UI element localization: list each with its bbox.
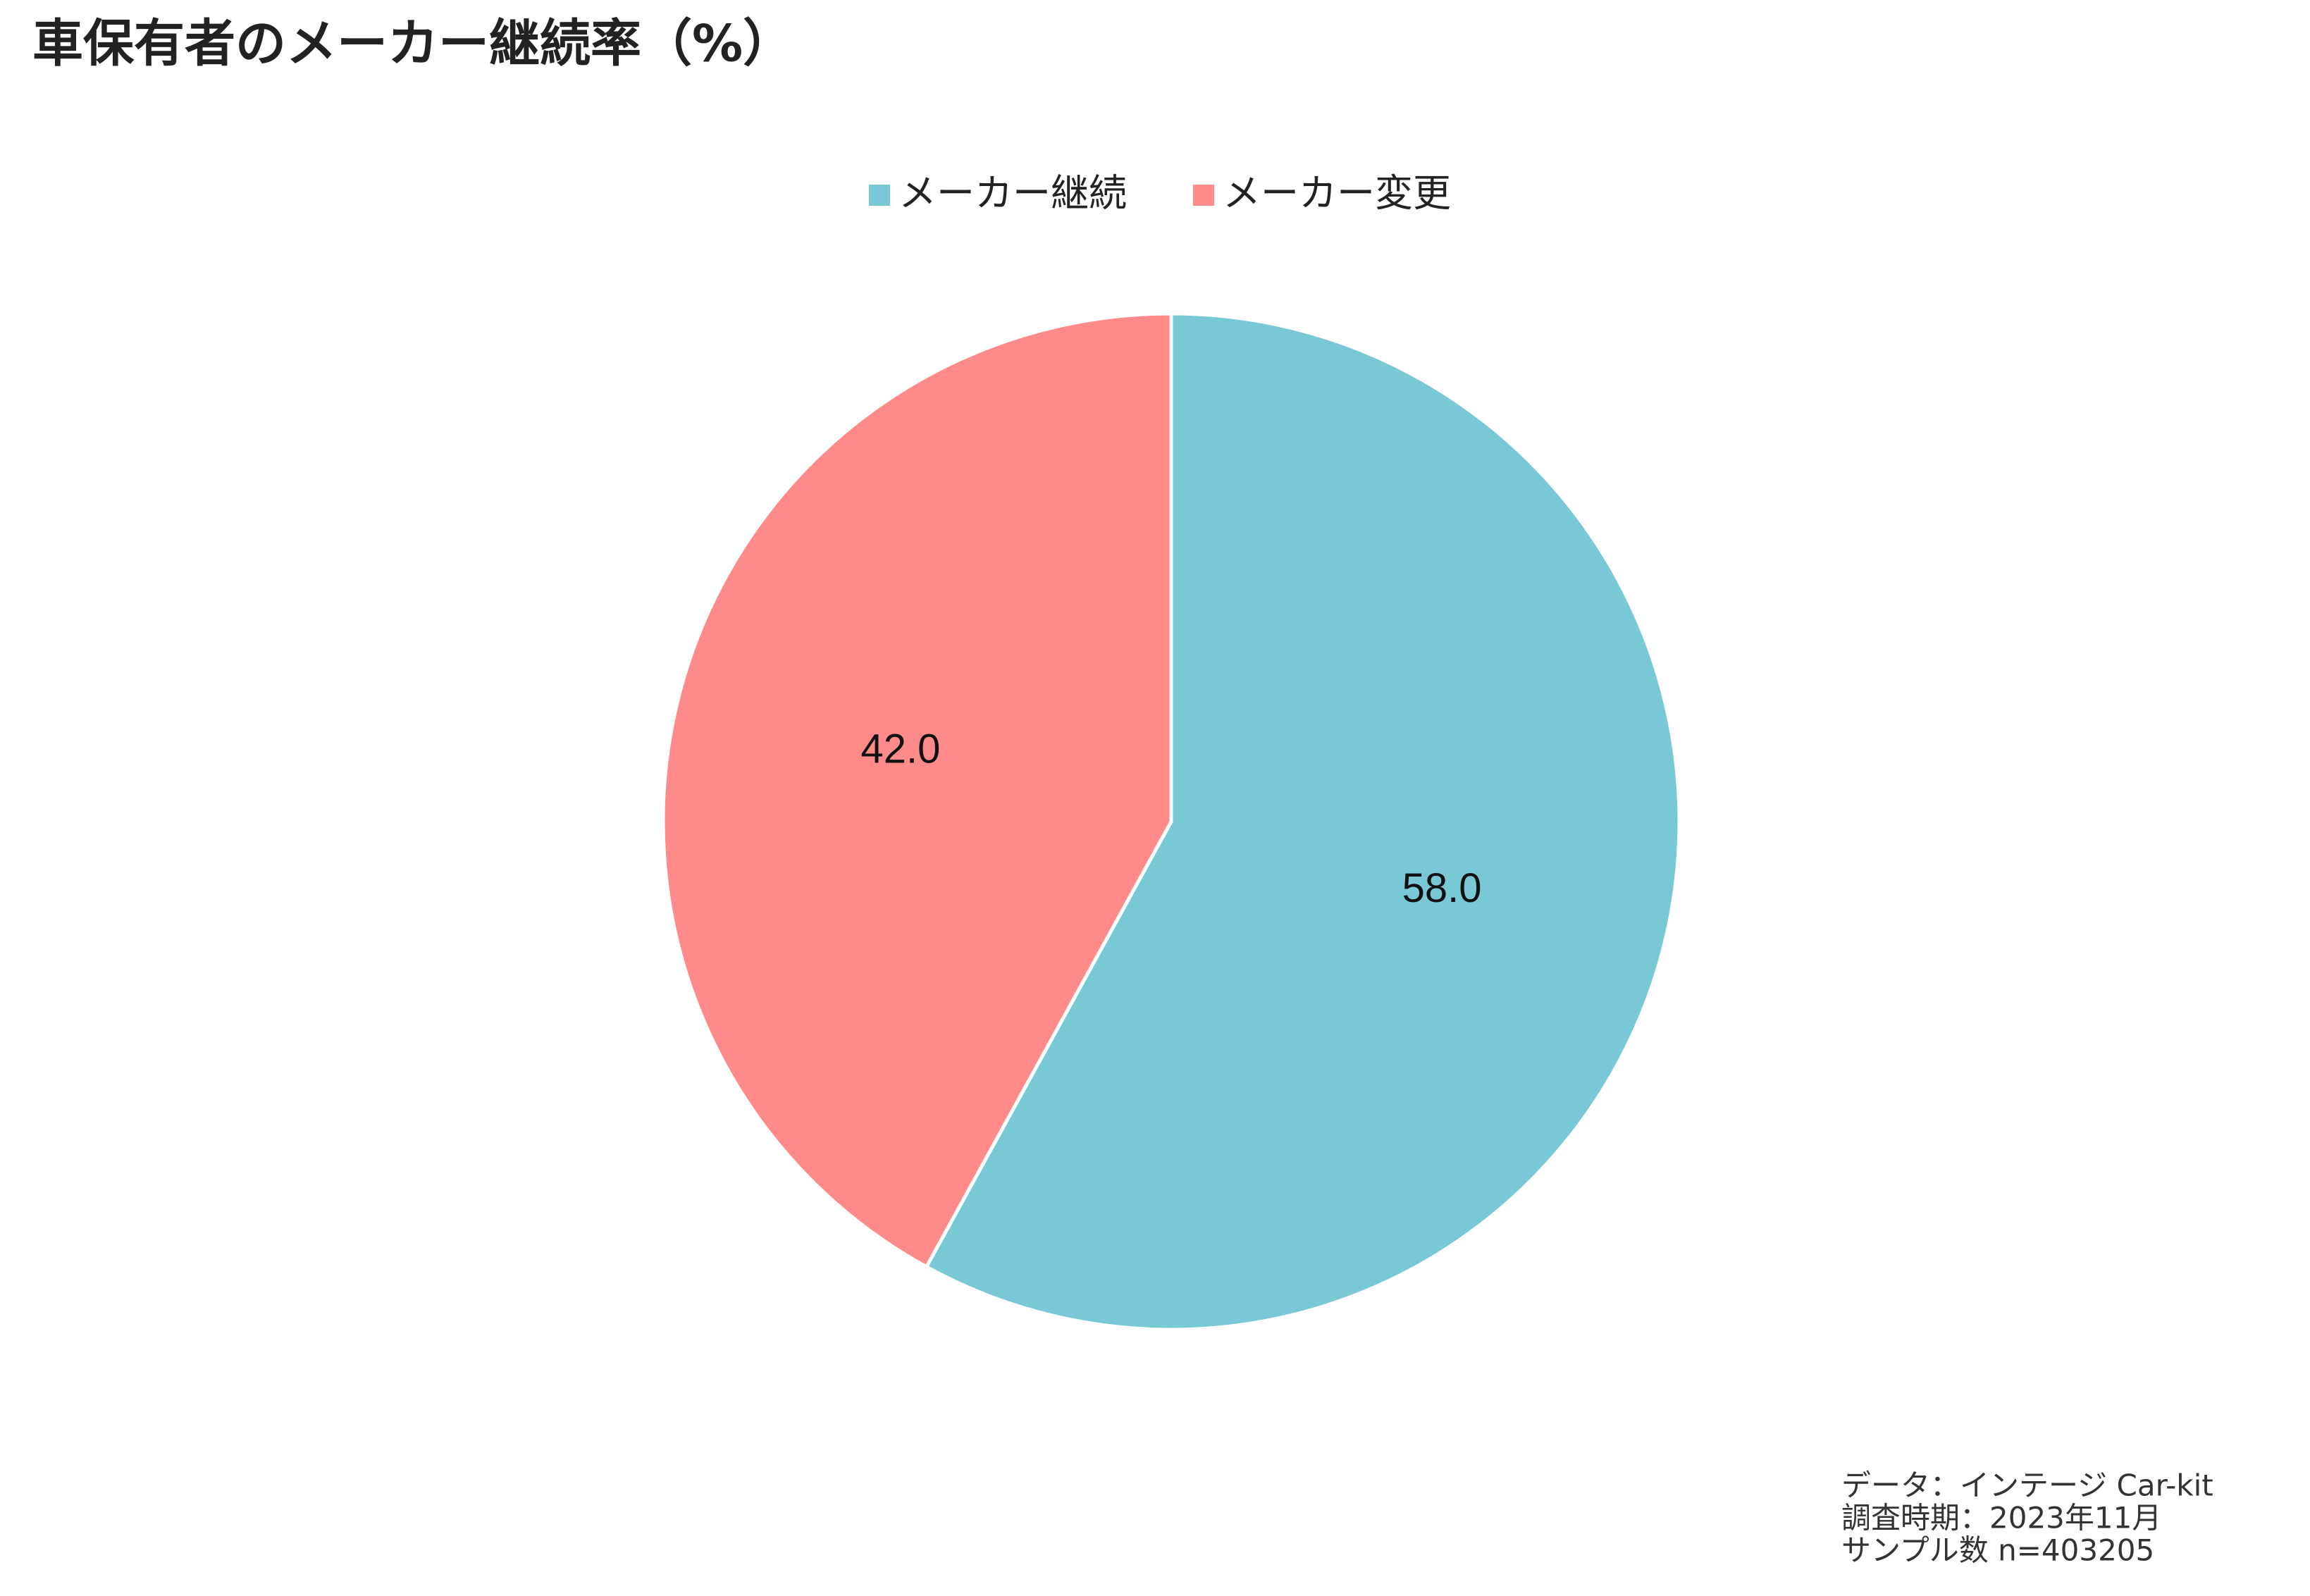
legend-label: メーカー継続 — [898, 171, 1127, 216]
source-note: 調査時期：2023年11月 — [1841, 1501, 2161, 1535]
legend-swatch — [1193, 185, 1214, 206]
data-label: 58.0 — [1402, 865, 1482, 911]
pie-slice — [661, 311, 1173, 1270]
pie-slice — [924, 311, 1681, 1332]
source-note: サンプル数 n=403205 — [1841, 1533, 2154, 1568]
legend-swatch — [869, 185, 890, 206]
data-label: 42.0 — [860, 726, 940, 772]
source-note: データ：インテージ Car-kit — [1841, 1468, 2213, 1503]
chart-title: 車保有者のメーカー継続率（%） — [32, 14, 793, 73]
legend-label: メーカー変更 — [1223, 171, 1451, 216]
